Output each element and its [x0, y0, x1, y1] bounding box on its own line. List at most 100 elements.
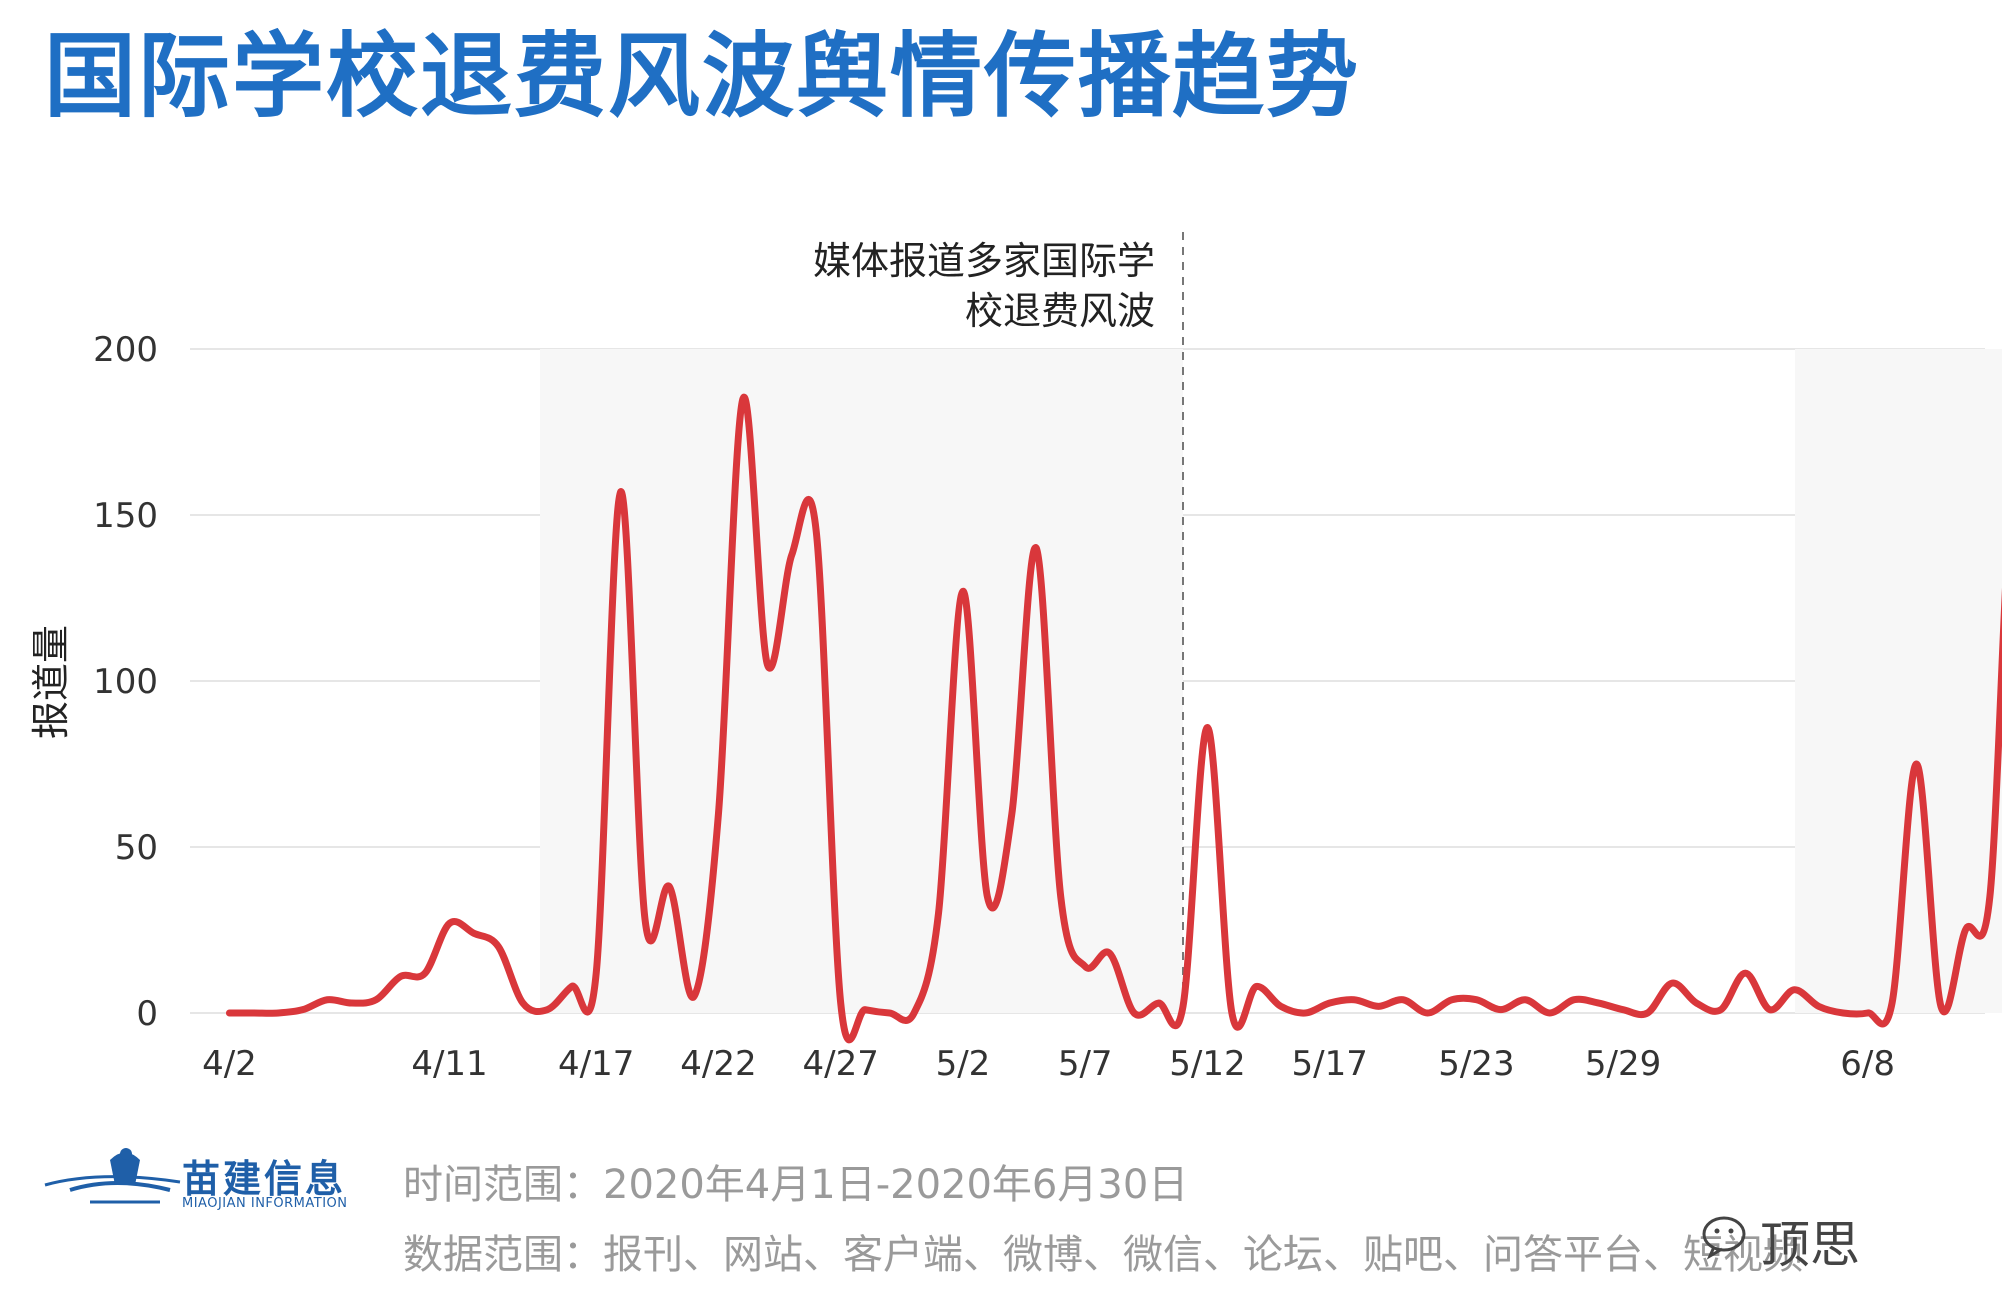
data-point: [1745, 973, 1746, 974]
logo-subtitle: MIAOJIAN INFORMATION: [182, 1196, 348, 1211]
x-tick-label: 4/17: [558, 1044, 634, 1084]
data-point: [816, 531, 817, 532]
data-point: [1672, 983, 1673, 984]
data-point: [1720, 1009, 1721, 1010]
data-point: [1427, 1013, 1428, 1014]
data-point: [791, 554, 792, 555]
data-point: [718, 813, 719, 814]
y-axis-ticks: 0 50 100 150 200: [93, 330, 158, 1034]
x-axis-ticks: 4/2 4/11 4/17 4/22 4/27 5/2 5/7 5/12 5/17 5/23 5/2…: [202, 1044, 1895, 1084]
y-tick-label: 0: [136, 994, 158, 1034]
data-point: [596, 973, 597, 974]
data-point: [229, 1013, 230, 1014]
data-point: [498, 946, 499, 947]
annotation-text: 媒体报道多家国际学: [813, 239, 1155, 283]
data-point: [1207, 727, 1208, 728]
data-point: [1867, 1013, 1868, 1014]
data-point: [1451, 999, 1452, 1000]
annotations: 媒体报道多家国际学校退费风波家长不满学校解决方案，舆情继续发酵: [813, 239, 1155, 333]
x-tick-label: 5/17: [1292, 1044, 1368, 1084]
data-point: [1231, 1013, 1232, 1014]
data-point: [1354, 999, 1355, 1000]
data-point: [1158, 1003, 1159, 1004]
data-point: [889, 1013, 890, 1014]
data-point: [987, 896, 988, 897]
data-point: [1916, 764, 1917, 765]
period-dividers: [1182, 232, 1184, 1013]
data-point: [1109, 953, 1110, 954]
x-tick-label: 5/29: [1585, 1044, 1661, 1084]
data-point: [1256, 986, 1257, 987]
y-tick-label: 200: [93, 330, 158, 370]
watermark-text: 顶思: [1760, 1216, 1860, 1274]
data-point: [351, 1003, 352, 1004]
data-point: [1598, 1003, 1599, 1004]
band-first-wave: [540, 349, 1183, 1013]
data-point: [1085, 966, 1086, 967]
data-point: [278, 1013, 279, 1014]
data-point: [522, 1003, 523, 1004]
data-point: [425, 973, 426, 974]
chart-title: 国际学校退费风波舆情传播趋势: [44, 23, 1361, 130]
x-tick-label: 5/12: [1169, 1044, 1245, 1084]
data-point: [547, 1009, 548, 1010]
data-point: [1378, 1006, 1379, 1007]
x-tick-label: 4/27: [803, 1044, 879, 1084]
data-point: [767, 664, 768, 665]
data-point: [1769, 1009, 1770, 1010]
data-point: [1989, 896, 1990, 897]
data-point: [327, 999, 328, 1000]
y-tick-label: 100: [93, 662, 158, 702]
data-point: [1060, 896, 1061, 897]
data-point: [1329, 1003, 1330, 1004]
data-point: [1011, 813, 1012, 814]
data-point: [1549, 1013, 1550, 1014]
data-point: [571, 986, 572, 987]
data-point: [473, 933, 474, 934]
x-tick-label: 5/2: [936, 1044, 991, 1084]
series-group: [225, 393, 2002, 1044]
y-axis-label: 报道量: [29, 625, 73, 739]
y-tick-label: 50: [115, 828, 158, 868]
data-range: 数据范围：报刊、网站、客户端、微博、微信、论坛、贴吧、问答平台、短视频: [403, 1232, 1803, 1278]
data-point: [1818, 1006, 1819, 1007]
data-point: [962, 591, 963, 592]
x-tick-label: 5/23: [1438, 1044, 1514, 1084]
data-point: [840, 1003, 841, 1004]
data-point: [1965, 930, 1966, 931]
x-tick-label: 4/11: [411, 1044, 487, 1084]
data-point: [376, 999, 377, 1000]
data-point: [645, 920, 646, 921]
data-point: [1476, 999, 1477, 1000]
data-point: [449, 923, 450, 924]
data-point: [1647, 1013, 1648, 1014]
y-tick-label: 150: [93, 496, 158, 536]
data-point: [1134, 1013, 1135, 1014]
data-point: [914, 1013, 915, 1014]
data-point: [400, 976, 401, 977]
series-line: [225, 393, 2002, 1044]
data-point: [1623, 1009, 1624, 1010]
x-tick-label: 4/22: [680, 1044, 756, 1084]
line-chart: 0 50 100 150 200 4/2 4/11 4/17 4/22 4/27 5/2 5/7 5/…: [29, 232, 2002, 1084]
data-point: [694, 996, 695, 997]
data-point: [669, 886, 670, 887]
x-tick-label: 6/8: [1840, 1044, 1895, 1084]
data-point: [1183, 1006, 1184, 1007]
data-point: [742, 398, 743, 399]
data-point: [1305, 1013, 1306, 1014]
x-tick-label: 4/2: [202, 1044, 257, 1084]
data-point: [1525, 999, 1526, 1000]
data-point: [302, 1009, 303, 1010]
wechat-icon: [1702, 1216, 1746, 1260]
data-point: [1500, 1009, 1501, 1010]
data-point: [1280, 1006, 1281, 1007]
data-point: [1696, 1003, 1697, 1004]
annotation-text: 校退费风波: [965, 289, 1155, 333]
miaojian-logo: [44, 1148, 181, 1204]
data-point: [938, 913, 939, 914]
time-range: 时间范围：2020年4月1日-2020年6月30日: [403, 1162, 1189, 1208]
data-point: [865, 1009, 866, 1010]
data-point: [1892, 1003, 1893, 1004]
data-point: [1403, 999, 1404, 1000]
